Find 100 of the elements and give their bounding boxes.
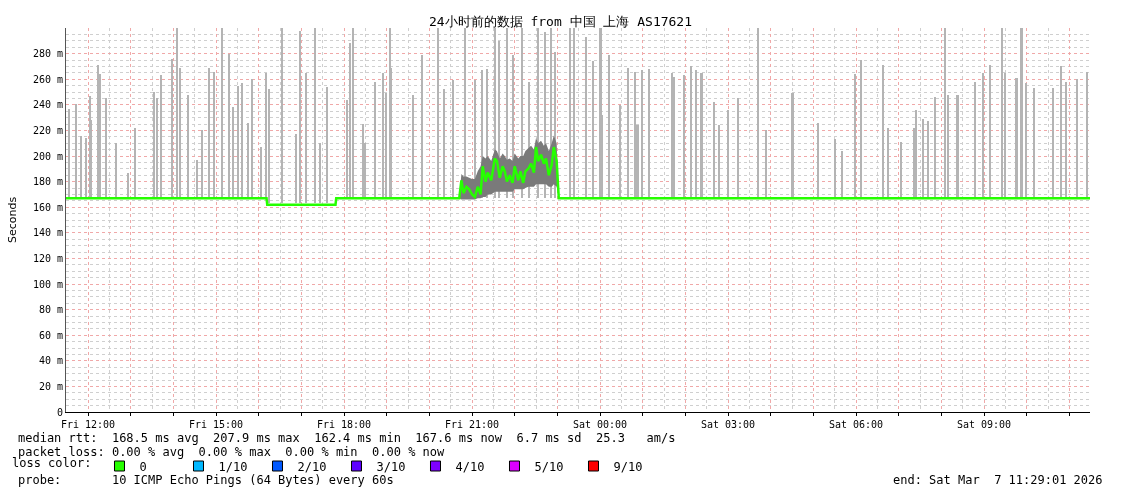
bar	[201, 130, 203, 198]
x-tick-label: Sat 09:00	[956, 419, 1012, 430]
bar	[765, 130, 767, 198]
bar	[299, 31, 301, 203]
bar	[713, 102, 715, 198]
bar	[927, 121, 929, 198]
bar	[421, 55, 423, 198]
bar	[900, 142, 902, 198]
bar	[213, 72, 215, 198]
bar	[241, 83, 243, 198]
bar	[68, 109, 70, 198]
bar	[592, 61, 594, 198]
legend-label: 4/10	[455, 459, 485, 474]
bar	[641, 70, 643, 198]
x-tick-label: Fri 18:00	[316, 419, 372, 430]
bar	[619, 105, 621, 198]
line-series	[66, 145, 1090, 206]
bar	[974, 82, 976, 198]
bar	[982, 73, 984, 198]
bar	[237, 86, 239, 198]
bar	[854, 74, 856, 198]
bar	[860, 60, 862, 198]
bar	[326, 87, 328, 203]
x-tick-label: Sat 00:00	[572, 419, 628, 430]
bar	[171, 59, 173, 198]
y-tick-label: 140 m	[32, 227, 63, 239]
bar	[989, 65, 991, 198]
bar	[314, 28, 316, 203]
y-tick-label: 180 m	[32, 176, 63, 188]
bar	[648, 69, 650, 198]
y-tick-label: 100 m	[32, 278, 63, 290]
bar	[208, 68, 210, 198]
y-tick-label: 0	[56, 406, 63, 418]
bar	[690, 66, 692, 198]
bar	[80, 136, 82, 198]
bar	[757, 28, 759, 198]
y-tick-label: 120 m	[32, 252, 63, 264]
bar	[134, 128, 136, 198]
bar	[956, 95, 959, 198]
bar	[683, 75, 685, 198]
bar	[1033, 88, 1035, 198]
bar	[295, 134, 297, 203]
bar	[817, 123, 819, 198]
bar	[160, 75, 162, 198]
legend-label: 2/10	[297, 459, 327, 474]
chart-title: 24小时前的数据 from 中国 上海 AS17621	[428, 13, 693, 29]
bar	[841, 151, 843, 198]
y-tick-label: 260 m	[32, 73, 63, 85]
x-tick-label: Fri 15:00	[188, 419, 244, 430]
bar	[1015, 78, 1018, 198]
bar	[232, 107, 234, 198]
y-tick-label: 160 m	[32, 201, 63, 213]
bar	[251, 79, 253, 198]
bar	[1001, 28, 1003, 198]
bar	[443, 89, 445, 198]
bar	[887, 128, 889, 198]
bar	[1052, 88, 1054, 198]
legend-title: loss color:	[12, 456, 92, 471]
bar	[882, 65, 884, 198]
y-tick-label: 280 m	[32, 48, 63, 60]
bar	[727, 110, 729, 198]
y-tick-label: 40 m	[38, 355, 63, 367]
bar	[105, 98, 107, 198]
bar	[247, 123, 249, 198]
bar	[627, 68, 629, 198]
bar	[718, 125, 720, 198]
bar	[634, 72, 636, 198]
bar	[437, 28, 439, 198]
bar	[382, 73, 384, 198]
bar	[319, 143, 321, 203]
bar	[1076, 79, 1078, 198]
bar	[608, 55, 610, 198]
legend-label: 3/10	[376, 459, 406, 474]
bar	[452, 80, 454, 198]
legend-label: 1/10	[218, 459, 248, 474]
bar	[671, 73, 673, 198]
y-tick-label: 200 m	[32, 150, 63, 162]
bar	[412, 95, 414, 198]
bar	[196, 160, 198, 198]
x-tick-label: Fri 21:00	[444, 419, 500, 430]
y-tick-label: 60 m	[38, 329, 63, 341]
x-tick-label: Fri 12:00	[60, 419, 116, 430]
bar	[1020, 28, 1023, 198]
bar	[75, 104, 77, 198]
bar	[374, 82, 376, 198]
bar	[260, 147, 262, 198]
bar	[585, 37, 587, 198]
bar	[1065, 82, 1067, 198]
bar	[791, 93, 794, 198]
bar	[737, 98, 739, 198]
text: end: Sat Mar 7 11:29:01 2026	[893, 473, 1103, 487]
bar	[915, 110, 917, 198]
y-tick-label: 240 m	[32, 99, 63, 111]
text: median rtt: 168.5 ms avg 207.9 ms max 162.4 ms min 167.6 ms now 6.7 ms sd 25.3 am/s	[18, 431, 676, 445]
bar	[1086, 72, 1088, 198]
y-tick-label: 80 m	[38, 304, 63, 316]
bar	[1060, 66, 1062, 198]
bar	[305, 73, 307, 203]
bar	[700, 73, 703, 198]
bar	[127, 173, 129, 198]
